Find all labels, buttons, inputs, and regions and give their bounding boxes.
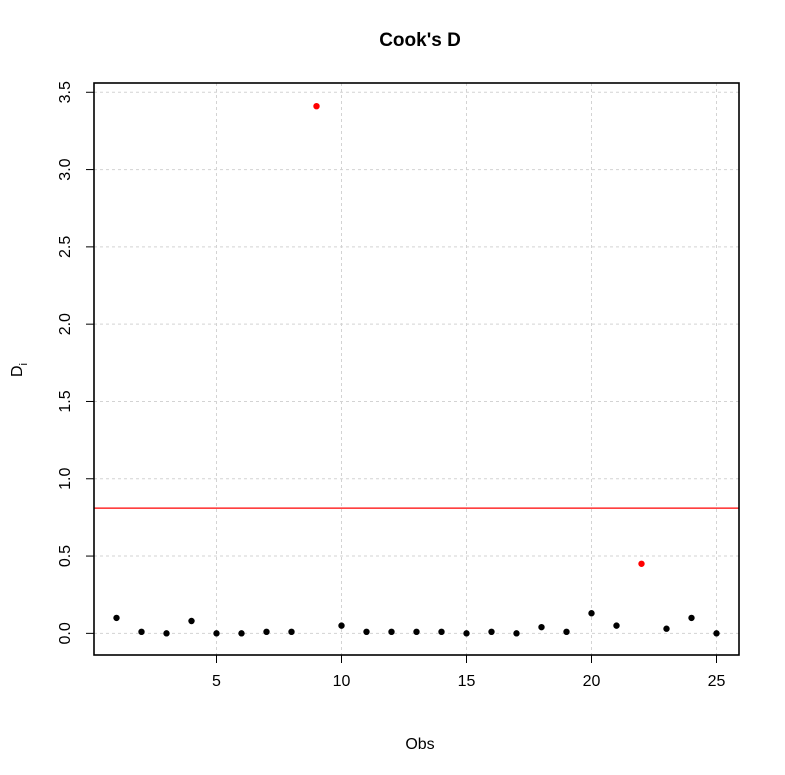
data-point [513, 630, 520, 637]
y-tick-label: 3.5 [57, 81, 74, 103]
data-point [688, 614, 695, 622]
data-point [138, 628, 145, 636]
x-tick-label: 25 [708, 673, 726, 690]
svg-text:Di: Di [9, 363, 30, 377]
data-point [113, 614, 120, 622]
y-tick-label: 2.0 [57, 313, 74, 335]
axes: 5 10 15 20 25 0.0 0.5 1.0 1.5 2.0 2.5 3.0 3.5 [57, 81, 726, 690]
data-point [263, 628, 270, 636]
data-point [538, 623, 545, 631]
y-tick-label: 0.5 [57, 545, 74, 567]
data-point [338, 622, 345, 629]
points-layer [113, 102, 720, 637]
data-point [188, 617, 195, 625]
data-point [663, 625, 670, 632]
data-point [463, 630, 470, 637]
data-point [438, 628, 445, 636]
influential-point [638, 560, 645, 567]
y-axis-label: Di [9, 363, 30, 377]
data-point [363, 628, 370, 636]
x-tick-label: 5 [212, 673, 221, 690]
data-point [388, 628, 395, 636]
x-tick-label: 20 [583, 673, 601, 690]
y-axis-label-subscript: i [18, 363, 30, 365]
data-point [613, 622, 620, 629]
x-axis-label: Obs [405, 736, 434, 753]
y-tick-label: 2.5 [57, 236, 74, 258]
y-tick-label: 1.0 [57, 468, 74, 490]
y-tick-label: 1.5 [57, 390, 74, 412]
data-point [713, 630, 720, 637]
data-point [563, 628, 570, 636]
data-point [238, 630, 245, 637]
x-tick-label: 10 [333, 673, 351, 690]
plot-frame [93, 82, 740, 656]
data-point [588, 610, 595, 617]
y-tick-label: 3.0 [57, 158, 74, 180]
data-point [163, 630, 170, 637]
grid [94, 83, 739, 655]
data-point [288, 628, 295, 636]
data-point [488, 628, 495, 636]
y-tick-label: 0.0 [57, 622, 74, 644]
data-point [413, 628, 420, 636]
influential-point [313, 102, 320, 110]
chart-title: Cook's D [379, 30, 461, 51]
data-point [213, 630, 220, 637]
y-axis-label-main: D [9, 365, 26, 377]
x-tick-label: 15 [458, 673, 476, 690]
